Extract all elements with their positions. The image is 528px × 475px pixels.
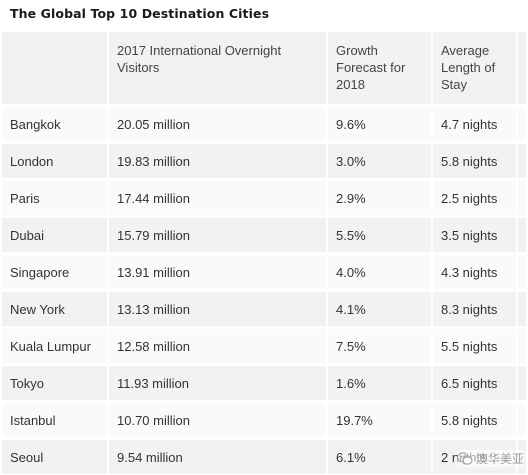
header-extra (518, 32, 528, 107)
cell-growth: 2.9% (328, 181, 433, 218)
table-row: Dubai 15.79 million 5.5% 3.5 nights (2, 218, 528, 255)
cell-city: Bangkok (2, 107, 109, 144)
table-row: Tokyo 11.93 million 1.6% 6.5 nights (2, 366, 528, 403)
cell-visitors: 17.44 million (109, 181, 328, 218)
table-row: Singapore 13.91 million 4.0% 4.3 nights (2, 255, 528, 292)
header-visitors: 2017 International Overnight Visitors (109, 32, 328, 107)
cell-stay: 8.3 nights (433, 292, 518, 329)
cell-visitors: 20.05 million (109, 107, 328, 144)
header-city (2, 32, 109, 107)
cell-visitors: 10.70 million (109, 403, 328, 440)
cell-extra (518, 292, 528, 329)
cell-city: Tokyo (2, 366, 109, 403)
destination-cities-table: 2017 International Overnight Visitors Gr… (2, 32, 528, 475)
cell-visitors: 13.13 million (109, 292, 328, 329)
cell-stay: 5.8 nights (433, 144, 518, 181)
table-row: Istanbul 10.70 million 19.7% 5.8 nights (2, 403, 528, 440)
cell-city: Singapore (2, 255, 109, 292)
cell-growth: 7.5% (328, 329, 433, 366)
table-title: The Global Top 10 Destination Cities (10, 6, 270, 21)
cell-visitors: 9.54 million (109, 440, 328, 475)
cell-extra (518, 107, 528, 144)
cell-growth: 4.0% (328, 255, 433, 292)
cell-visitors: 12.58 million (109, 329, 328, 366)
watermark: 澳华美亚 (456, 450, 524, 467)
cell-city: London (2, 144, 109, 181)
cell-extra (518, 218, 528, 255)
cell-stay: 4.7 nights (433, 107, 518, 144)
wechat-icon (456, 451, 473, 466)
cell-stay: 5.8 nights (433, 403, 518, 440)
cell-visitors: 15.79 million (109, 218, 328, 255)
cell-extra (518, 403, 528, 440)
cell-growth: 9.6% (328, 107, 433, 144)
cell-city: Seoul (2, 440, 109, 475)
cell-visitors: 11.93 million (109, 366, 328, 403)
cell-growth: 19.7% (328, 403, 433, 440)
cell-extra (518, 255, 528, 292)
cell-growth: 5.5% (328, 218, 433, 255)
cell-stay: 5.5 nights (433, 329, 518, 366)
cell-city: Istanbul (2, 403, 109, 440)
cell-growth: 6.1% (328, 440, 433, 475)
cell-growth: 3.0% (328, 144, 433, 181)
cell-extra (518, 144, 528, 181)
cell-visitors: 19.83 million (109, 144, 328, 181)
header-stay: Average Length of Stay (433, 32, 518, 107)
cell-city: Dubai (2, 218, 109, 255)
table-header-row: 2017 International Overnight Visitors Gr… (2, 32, 528, 107)
cell-stay: 4.3 nights (433, 255, 518, 292)
table-row: Bangkok 20.05 million 9.6% 4.7 nights (2, 107, 528, 144)
header-growth: Growth Forecast for 2018 (328, 32, 433, 107)
cell-city: Kuala Lumpur (2, 329, 109, 366)
cell-growth: 1.6% (328, 366, 433, 403)
cell-extra (518, 181, 528, 218)
cell-extra (518, 366, 528, 403)
table-row: Kuala Lumpur 12.58 million 7.5% 5.5 nigh… (2, 329, 528, 366)
cell-visitors: 13.91 million (109, 255, 328, 292)
table-row: London 19.83 million 3.0% 5.8 nights (2, 144, 528, 181)
cell-stay: 6.5 nights (433, 366, 518, 403)
cell-stay: 2.5 nights (433, 181, 518, 218)
cell-extra (518, 329, 528, 366)
cell-city: Paris (2, 181, 109, 218)
cell-stay: 3.5 nights (433, 218, 518, 255)
watermark-text: 澳华美亚 (475, 452, 524, 466)
table-row: Seoul 9.54 million 6.1% 2 nights (2, 440, 528, 475)
cell-city: New York (2, 292, 109, 329)
table-row: New York 13.13 million 4.1% 8.3 nights (2, 292, 528, 329)
table-row: Paris 17.44 million 2.9% 2.5 nights (2, 181, 528, 218)
cell-growth: 4.1% (328, 292, 433, 329)
